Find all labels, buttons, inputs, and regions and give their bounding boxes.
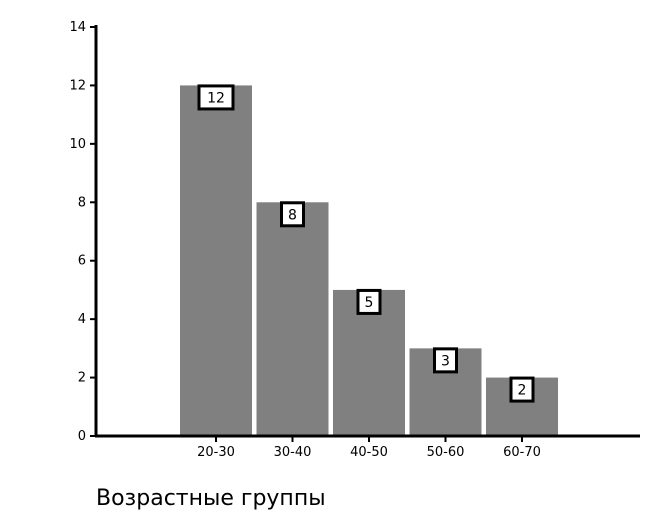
x-axis-title: Возрастные группы xyxy=(96,486,326,511)
data-label-box-60-70 xyxy=(509,376,535,403)
data-label-box-20-30 xyxy=(197,84,235,111)
x-tick-label-60-70: 60-70 xyxy=(503,445,541,460)
y-tick-label-6: 6 xyxy=(78,254,86,269)
y-tick-label-4: 4 xyxy=(78,312,86,327)
x-tick-label-50-60: 50-60 xyxy=(427,445,465,460)
data-label-40-50: 5 xyxy=(365,295,374,311)
data-label-box-30-40 xyxy=(280,201,305,228)
data-labels-group: 12 8 5 3 2 xyxy=(197,84,535,403)
bars-group xyxy=(180,85,558,436)
data-label-box-40-50 xyxy=(356,288,382,315)
y-tick-label-12: 12 xyxy=(69,78,86,93)
bar-20-30 xyxy=(180,85,252,436)
data-label-60-70: 2 xyxy=(518,383,527,399)
bar-30-40 xyxy=(256,202,329,436)
y-tick-label-8: 8 xyxy=(78,195,86,210)
y-tick-label-0: 0 xyxy=(78,429,86,444)
data-label-50-60: 3 xyxy=(441,353,450,369)
x-tick-label-40-50: 40-50 xyxy=(350,445,388,460)
y-tick-label-14: 14 xyxy=(69,20,86,35)
data-label-20-30: 12 xyxy=(207,90,225,106)
x-tick-label-20-30: 20-30 xyxy=(197,445,235,460)
y-tick-label-10: 10 xyxy=(69,137,86,152)
x-ticks-group: 20-30 30-40 40-50 50-60 60-70 xyxy=(197,436,541,460)
y-tick-label-2: 2 xyxy=(78,371,86,386)
y-ticks-group: 0 2 4 6 8 10 12 14 xyxy=(69,20,96,444)
data-label-30-40: 8 xyxy=(288,207,297,223)
axes-group xyxy=(94,25,640,438)
x-tick-label-30-40: 30-40 xyxy=(274,445,312,460)
data-label-box-50-60 xyxy=(433,347,458,374)
